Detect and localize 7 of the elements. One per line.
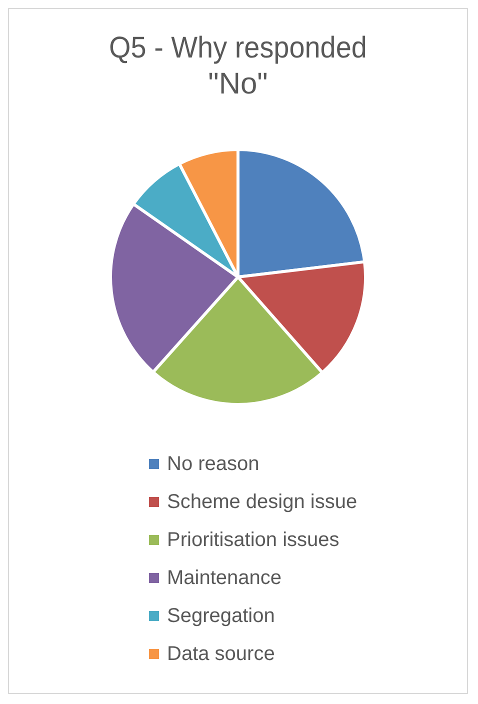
legend-label: Maintenance [167,566,282,590]
legend-label: Segregation [167,604,275,628]
legend-label: No reason [167,452,260,476]
legend-label: Scheme design issue [167,490,358,514]
chart-title: Q5 - Why responded "No" [109,31,367,100]
legend-label: Data source [167,642,275,666]
legend-label: Prioritisation issues [167,528,340,552]
